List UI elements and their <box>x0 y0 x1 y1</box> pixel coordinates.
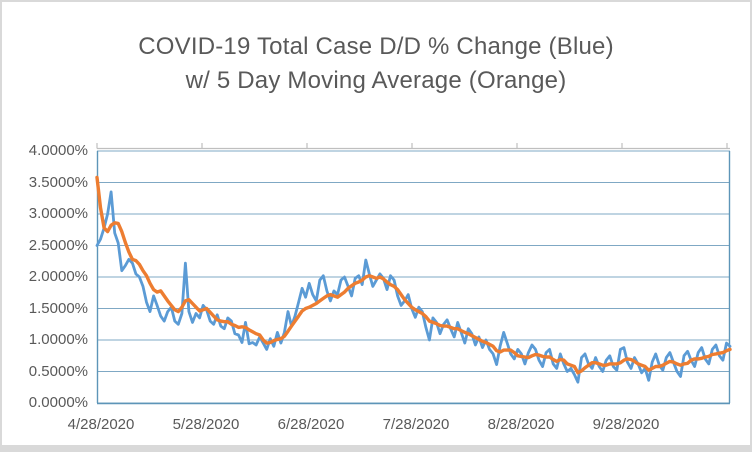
y-axis-tick-label: 2.0000% <box>28 268 88 285</box>
y-axis-tick-label: 1.0000% <box>28 331 88 348</box>
chart-title-line1: COVID-19 Total Case D/D % Change (Blue) <box>138 33 614 60</box>
chart-title: COVID-19 Total Case D/D % Change (Blue) … <box>2 30 750 98</box>
y-axis-tick-label: 3.5000% <box>28 173 88 191</box>
x-axis-tick-label: 6/28/2020 <box>277 416 345 433</box>
x-axis-tick-label: 9/28/2020 <box>592 416 660 433</box>
x-axis-tick-label: 7/28/2020 <box>382 416 450 433</box>
x-axis-tick-label: 5/28/2020 <box>172 416 240 433</box>
y-axis-tick-label: 0.5000% <box>28 362 88 380</box>
y-axis-tick-label: 2.5000% <box>28 236 88 254</box>
series-moving-average-line <box>95 175 732 375</box>
chart-canvas <box>95 143 732 405</box>
series-daily-change-line <box>95 190 732 384</box>
x-axis-tick-label: 4/28/2020 <box>67 416 135 433</box>
y-axis-tick-label: 4.0000% <box>28 142 88 159</box>
y-axis-tick-label: 0.0000% <box>28 394 88 411</box>
y-axis-tick-label: 3.0000% <box>28 205 88 222</box>
y-axis-tick-label: 1.5000% <box>28 299 88 317</box>
chart-title-line2: w/ 5 Day Moving Average (Orange) <box>185 67 567 94</box>
plot-area: 0.0000% 0.5000% 1.0000% 1.5000% 2.0000% 2.500… <box>2 2 750 445</box>
x-axis-tick-label: 8/28/2020 <box>487 416 555 433</box>
